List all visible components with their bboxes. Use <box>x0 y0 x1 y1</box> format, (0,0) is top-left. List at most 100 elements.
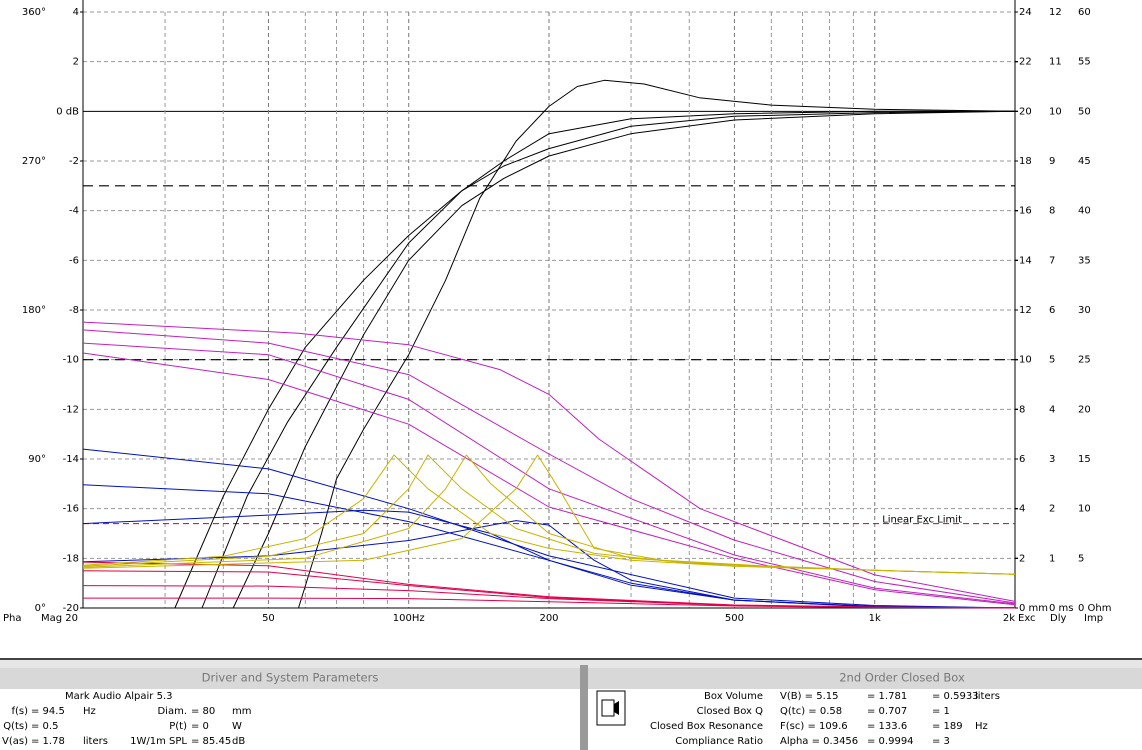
y-tick-label: -10 <box>63 355 79 366</box>
y2-tick-label: 50 <box>1078 106 1091 117</box>
panel-body <box>588 689 1142 750</box>
y2-tick-label: 3 <box>1049 454 1055 465</box>
y-tick-label: -8 <box>69 305 79 316</box>
y2-tick-label: 4 <box>1019 504 1025 515</box>
y2-tick-label: 16 <box>1019 206 1032 217</box>
y-tick-label: -12 <box>63 404 79 415</box>
param-value: = 189 <box>932 721 963 732</box>
param-name: Diam. <box>157 706 187 717</box>
panel-title: 2nd Order Closed Box <box>839 671 965 685</box>
y2-tick-label: 12 <box>1049 7 1062 18</box>
panels: f(s) = 94.5 Hz Diam. = 80 mm Q(ts) = 0.5 P(t) = 0… <box>2 691 1000 747</box>
param-name: P(t) <box>169 721 187 732</box>
y2-tick-label: 24 <box>1019 7 1032 18</box>
y-tick-label: -16 <box>63 504 79 515</box>
x-tick-label: 200 <box>539 613 558 624</box>
y2-tick-label: 55 <box>1078 57 1091 68</box>
param-value: = 80 <box>191 706 215 717</box>
param-value: = 0.5933 <box>932 691 979 702</box>
x-tick-label: 500 <box>725 613 744 624</box>
y2-tick-label: 22 <box>1019 57 1032 68</box>
panel-title: Driver and System Parameters <box>202 671 379 685</box>
param-name: 1W/1m SPL <box>130 736 187 747</box>
param-unit: liters <box>83 736 108 747</box>
y2-tick-label: 18 <box>1019 156 1032 167</box>
param-unit: W <box>232 721 242 732</box>
y2-tick-label: 2 <box>1049 504 1055 515</box>
panel-header <box>588 668 1142 689</box>
y2-tick-label: 6 <box>1049 305 1055 316</box>
y2-tick-label: 7 <box>1049 255 1055 266</box>
y2-tick-label: 10 <box>1049 106 1062 117</box>
param-value: = 0.707 <box>867 706 907 717</box>
x-tick-label: 2k <box>1003 613 1015 624</box>
param-value: F(sc) = 109.6 <box>780 721 848 732</box>
y-tick-label: -6 <box>69 255 79 266</box>
y2-tick-label: 35 <box>1078 255 1091 266</box>
y2-tick-label: 180° <box>22 305 46 316</box>
param-unit: Hz <box>83 706 96 717</box>
x-tick-label: 50 <box>262 613 275 624</box>
y-tick-label: -2 <box>69 156 79 167</box>
y2-tick-label: 20 <box>1019 106 1032 117</box>
param-value: = 0.9994 <box>867 736 914 747</box>
y2-tick-label: 10 <box>1019 355 1032 366</box>
y2-tick-label: 270° <box>22 156 46 167</box>
y2-tick-label: 11 <box>1049 57 1062 68</box>
y2-tick-label: 8 <box>1049 206 1055 217</box>
y2-tick-label: 2 <box>1019 553 1025 564</box>
icon-frame <box>596 690 626 726</box>
y2-tick-label: 14 <box>1019 255 1032 266</box>
param-value: = 94.5 <box>31 706 65 717</box>
y2-tick-label: 4 <box>1049 404 1055 415</box>
y-tick-label: -20 <box>63 603 79 614</box>
y2-tick-label: 15 <box>1078 454 1091 465</box>
param-value: = 1 <box>932 706 950 717</box>
param-value: = 85.45 <box>191 736 231 747</box>
y-tick-label: 4 <box>73 7 79 18</box>
axis-label: Pha <box>3 613 22 624</box>
curve <box>201 110 1016 609</box>
param-value: = 1.781 <box>867 691 907 702</box>
icon-driver <box>614 701 619 715</box>
y2-tick-label: 0 mm <box>1019 603 1048 614</box>
y2-tick-label: 25 <box>1078 355 1091 366</box>
param-name: Q(ts) <box>3 721 28 732</box>
exc-limit-label: Linear Exc Limit <box>882 515 962 526</box>
param-value: V(B) = 5.15 <box>780 691 839 702</box>
panel-header <box>0 668 580 689</box>
param-value: = 3 <box>932 736 950 747</box>
param-name: V(as) <box>2 736 28 747</box>
param-unit: mm <box>232 706 251 717</box>
y-tick-label: -14 <box>63 454 79 465</box>
curve <box>82 342 1016 605</box>
y2-tick-label: 0 Ohm <box>1078 603 1112 614</box>
param-name: f(s) <box>11 706 28 717</box>
y2-tick-label: 360° <box>22 7 46 18</box>
param-value: Q(tc) = 0.58 <box>780 706 842 717</box>
y2-tick-label: 20 <box>1078 404 1091 415</box>
driver-name: Mark Audio Alpair 5.3 <box>65 691 173 702</box>
panel-body <box>0 689 580 750</box>
param-value: = 0.5 <box>31 721 58 732</box>
y2-tick-label: 0 ms <box>1049 603 1074 614</box>
y-tick-label: 2 <box>73 57 79 68</box>
axis-label: Exc <box>1018 613 1036 624</box>
y2-tick-label: 10 <box>1078 504 1091 515</box>
param-value: Alpha = 0.3456 <box>780 736 858 747</box>
x-tick-label: 1k <box>869 613 881 624</box>
y2-tick-label: 9 <box>1049 156 1055 167</box>
curve <box>82 321 1016 602</box>
y2-tick-label: 12 <box>1019 305 1032 316</box>
y-tick-label: -18 <box>63 553 79 564</box>
param-value: = 133.6 <box>867 721 907 732</box>
y2-tick-label: 30 <box>1078 305 1091 316</box>
y2-tick-label: 90° <box>28 454 46 465</box>
y-tick-label: -4 <box>69 206 79 217</box>
y2-tick-label: 1 <box>1049 553 1055 564</box>
param-unit: dB <box>232 736 245 747</box>
y2-tick-label: 8 <box>1019 404 1025 415</box>
y2-tick-label: 5 <box>1078 553 1084 564</box>
